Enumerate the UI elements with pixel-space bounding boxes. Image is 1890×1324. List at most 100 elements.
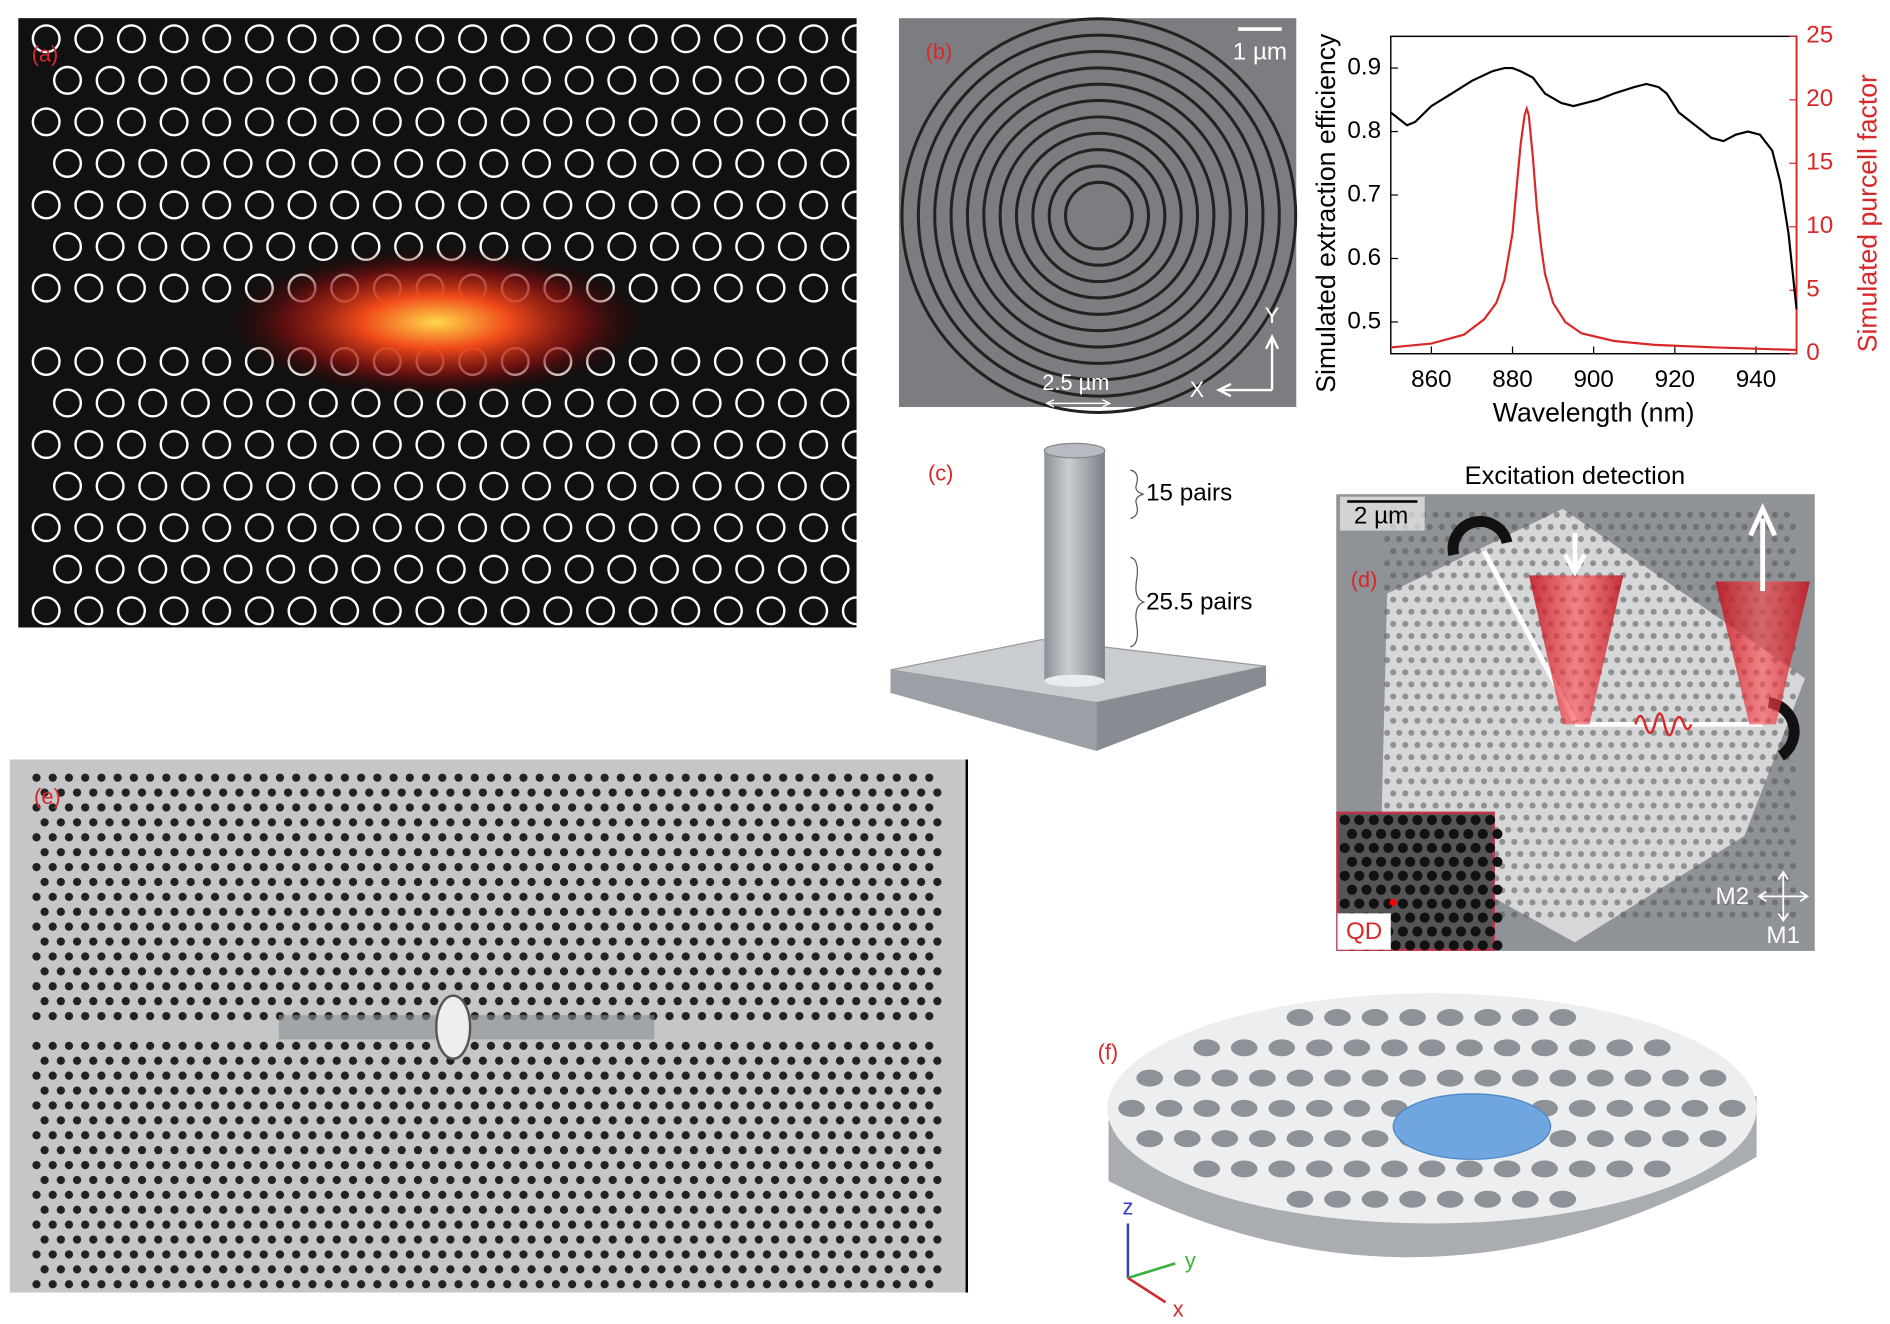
hole: [1565, 875, 1572, 882]
hole: [48, 1250, 57, 1259]
hole: [129, 1160, 139, 1170]
hole: [551, 1280, 561, 1289]
hole: [267, 907, 276, 916]
hole: [746, 1071, 755, 1080]
hole: [283, 1265, 293, 1274]
hole: [779, 1101, 788, 1110]
hole: [1668, 741, 1675, 749]
hole: [332, 1056, 341, 1065]
hole: [105, 937, 114, 946]
hole: [1346, 884, 1358, 895]
hole: [770, 937, 780, 946]
hole: [521, 554, 552, 584]
hole: [89, 1086, 98, 1095]
hole: [436, 554, 466, 584]
hole: [1438, 669, 1445, 676]
hole: [436, 65, 466, 95]
hole: [1559, 911, 1566, 918]
hole: [308, 922, 317, 931]
hole: [908, 1071, 918, 1080]
hole: [1602, 850, 1609, 858]
hole: [1408, 681, 1415, 688]
hole: [1693, 887, 1700, 894]
axis-x-line: [1127, 1276, 1167, 1304]
hole: [722, 907, 731, 916]
hole: [129, 803, 139, 812]
hole: [1789, 523, 1796, 530]
hole: [1549, 1009, 1577, 1027]
hole: [486, 1131, 496, 1140]
hole: [494, 1175, 504, 1185]
panel-label: (e): [34, 784, 61, 809]
hole: [454, 1160, 463, 1170]
hole: [178, 1041, 187, 1050]
hole: [649, 471, 679, 501]
hole: [673, 1265, 682, 1274]
hole: [446, 937, 455, 946]
hole: [1493, 632, 1500, 639]
hole: [1505, 632, 1512, 639]
hole: [1602, 899, 1609, 906]
hole: [1444, 608, 1451, 615]
hole: [186, 877, 195, 887]
hole: [649, 1160, 658, 1170]
hole: [365, 1175, 374, 1185]
hole: [892, 803, 901, 812]
hole: [868, 1265, 877, 1274]
hole: [900, 967, 910, 976]
hole: [1444, 632, 1451, 639]
hole: [430, 1146, 439, 1155]
hole: [478, 1205, 487, 1214]
hole: [607, 471, 637, 501]
hole: [665, 952, 674, 961]
hole: [292, 1280, 301, 1289]
hole: [624, 1175, 634, 1185]
hole: [1511, 620, 1518, 627]
hole: [1535, 523, 1542, 530]
hole: [900, 818, 910, 827]
hole: [413, 937, 423, 946]
hole: [494, 997, 504, 1006]
hole: [1759, 875, 1766, 882]
y2-axis-label: Simulated purcell factor: [1852, 74, 1882, 352]
stack-label: 25.5 pairs: [1146, 589, 1252, 616]
hole: [559, 1056, 569, 1065]
hole: [227, 803, 236, 812]
hole: [681, 922, 690, 931]
hole: [1717, 790, 1724, 797]
hole: [1644, 572, 1651, 579]
hole: [1414, 548, 1421, 555]
hole: [722, 848, 731, 857]
hole: [503, 1131, 512, 1140]
hole: [500, 513, 530, 543]
hole: [1481, 536, 1488, 543]
hole: [1523, 838, 1530, 845]
hole: [754, 848, 763, 857]
hole: [799, 190, 829, 220]
hole: [1602, 802, 1609, 809]
hole: [1384, 681, 1391, 688]
hole: [89, 877, 98, 887]
hole: [1705, 863, 1712, 870]
hole: [1711, 850, 1718, 858]
hole: [48, 1131, 57, 1140]
hole: [657, 788, 666, 797]
hole: [511, 788, 520, 797]
hole: [72, 967, 82, 976]
hole: [917, 1175, 926, 1185]
hole: [405, 952, 414, 961]
hole: [600, 982, 609, 991]
hole: [892, 1071, 901, 1080]
hole: [657, 1056, 666, 1065]
hole: [1441, 926, 1452, 937]
hole: [462, 1175, 471, 1185]
y2-tick-label: 25: [1806, 22, 1833, 49]
hole: [1711, 681, 1718, 688]
hole: [1511, 814, 1518, 821]
hole: [48, 803, 57, 812]
hole: [178, 1250, 187, 1259]
hole: [1505, 850, 1512, 858]
hole: [1462, 717, 1469, 724]
hole: [835, 1265, 845, 1274]
hole: [521, 388, 552, 418]
